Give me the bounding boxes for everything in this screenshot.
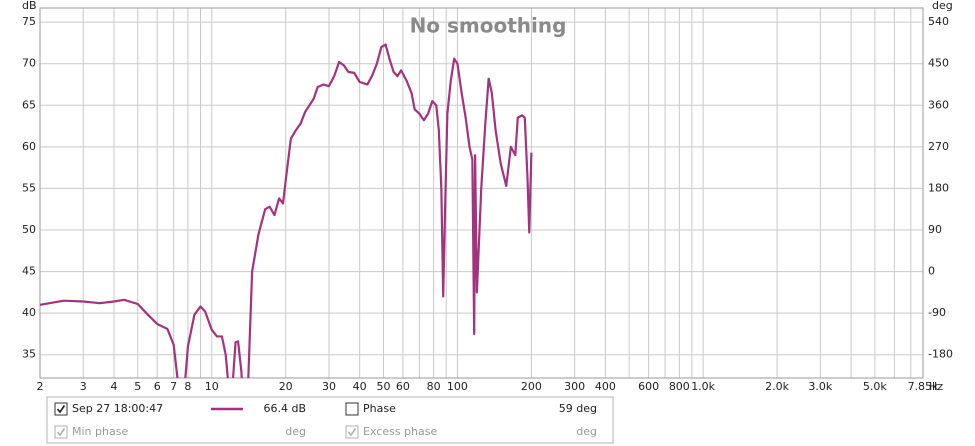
excess-phase-checkbox-check[interactable] <box>347 428 357 437</box>
y2-tick-label: 180 <box>928 181 949 194</box>
x-axis-unit: Hz <box>929 380 943 393</box>
x-tick-label: 5 <box>134 380 141 393</box>
plot-area <box>40 43 533 378</box>
y2-axis-label: deg <box>932 0 953 12</box>
y-tick-label: 50 <box>22 223 36 236</box>
y2-tick-label: 450 <box>928 57 949 70</box>
x-tick-label: 30 <box>322 380 336 393</box>
y2-tick-label: -90 <box>928 306 946 319</box>
x-tick-label: 20 <box>279 380 293 393</box>
excess-phase-checkbox[interactable] <box>345 425 359 439</box>
x-tick-label: 50 <box>376 380 390 393</box>
excess-phase-unit: deg <box>576 425 597 438</box>
y-tick-label: 70 <box>22 57 36 70</box>
excess-phase-label: Excess phase <box>363 425 437 438</box>
phase-checkbox[interactable] <box>345 402 359 416</box>
min-phase-unit: deg <box>285 425 306 438</box>
x-tick-label: 600 <box>638 380 659 393</box>
series-checkbox-check[interactable] <box>56 405 66 414</box>
x-tick-label: 400 <box>595 380 616 393</box>
x-tick-label: 2.0k <box>765 380 789 393</box>
y-tick-label: 65 <box>22 98 36 111</box>
y2-tick-label: 360 <box>928 98 949 111</box>
legend-box <box>46 396 614 444</box>
x-tick-label: 4 <box>110 380 117 393</box>
y-tick-label: 40 <box>22 306 36 319</box>
plot-frame <box>39 7 924 379</box>
legend-panel: Sep 27 18:00:47 66.4 dB Phase 59 deg Min… <box>46 396 614 444</box>
y-tick-label: 35 <box>22 348 36 361</box>
x-tick-label: 200 <box>521 380 542 393</box>
y2-tick-label: -180 <box>928 348 953 361</box>
x-tick-label: 40 <box>353 380 367 393</box>
legend-readout: 66.4 dB <box>263 402 306 415</box>
x-tick-label: 10 <box>205 380 219 393</box>
min-phase-checkbox[interactable] <box>54 425 68 439</box>
y-tick-label: 55 <box>22 181 36 194</box>
min-phase-checkbox-check[interactable] <box>56 428 66 437</box>
y-tick-label: 75 <box>22 15 36 28</box>
x-tick-label: 2 <box>37 380 44 393</box>
y-tick-label: 60 <box>22 140 36 153</box>
y2-tick-label: 270 <box>928 140 949 153</box>
x-tick-label: 100 <box>447 380 468 393</box>
y2-tick-label: 90 <box>928 223 942 236</box>
x-tick-label: 60 <box>396 380 410 393</box>
x-tick-label: 7.85k <box>908 380 939 393</box>
y2-tick-label: 540 <box>928 15 949 28</box>
x-tick-label: 5.0k <box>863 380 887 393</box>
y-tick-label: 45 <box>22 265 36 278</box>
phase-readout: 59 deg <box>559 402 597 415</box>
x-tick-label: 3 <box>80 380 87 393</box>
x-tick-label: 8 <box>184 380 191 393</box>
min-phase-label: Min phase <box>72 425 128 438</box>
x-tick-label: 80 <box>427 380 441 393</box>
x-tick-label: 1.0k <box>691 380 715 393</box>
chart-title: No smoothing <box>410 14 567 38</box>
x-tick-label: 800 <box>669 380 690 393</box>
x-tick-label: 300 <box>564 380 585 393</box>
y-axis-label: dB <box>22 0 37 12</box>
data-line <box>40 43 533 378</box>
series-checkbox[interactable] <box>54 402 68 416</box>
y2-tick-label: 0 <box>928 265 935 278</box>
x-tick-label: 3.0k <box>808 380 832 393</box>
x-tick-label: 7 <box>170 380 177 393</box>
phase-label: Phase <box>363 402 396 415</box>
legend-series-name: Sep 27 18:00:47 <box>72 402 163 415</box>
x-tick-label: 6 <box>154 380 161 393</box>
